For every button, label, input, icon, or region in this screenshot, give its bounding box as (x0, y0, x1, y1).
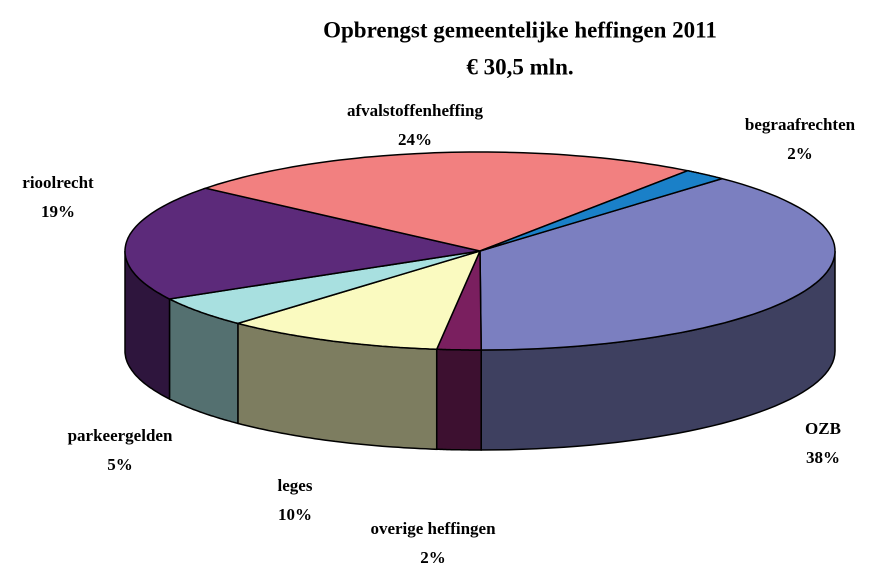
slice-label: parkeergelden (68, 426, 173, 445)
slice-label: begraafrechten (745, 115, 856, 134)
slice (166, 250, 481, 325)
slice (124, 187, 481, 300)
slice-value: 10% (278, 505, 312, 524)
chart-title: Opbrengst gemeentelijke heffingen 2011 (323, 17, 717, 42)
slice (479, 169, 723, 252)
chart-subtitle: € 30,5 mln. (466, 54, 573, 79)
slice-value: 5% (107, 455, 133, 474)
slice-label: afvalstoffenheffing (347, 101, 483, 120)
slice-label: OZB (805, 419, 841, 438)
slice (479, 177, 836, 351)
slice (202, 151, 691, 252)
slice-side (435, 348, 482, 451)
slice-label: leges (278, 476, 313, 495)
slice-value: 24% (398, 130, 432, 149)
slice-value: 2% (420, 548, 446, 567)
slice (235, 249, 482, 351)
slice-label: overige heffingen (370, 519, 496, 538)
slice-value: 38% (806, 448, 840, 467)
slice-value: 19% (41, 202, 75, 221)
slice-label: rioolrecht (22, 173, 94, 192)
slice-value: 2% (787, 144, 813, 163)
